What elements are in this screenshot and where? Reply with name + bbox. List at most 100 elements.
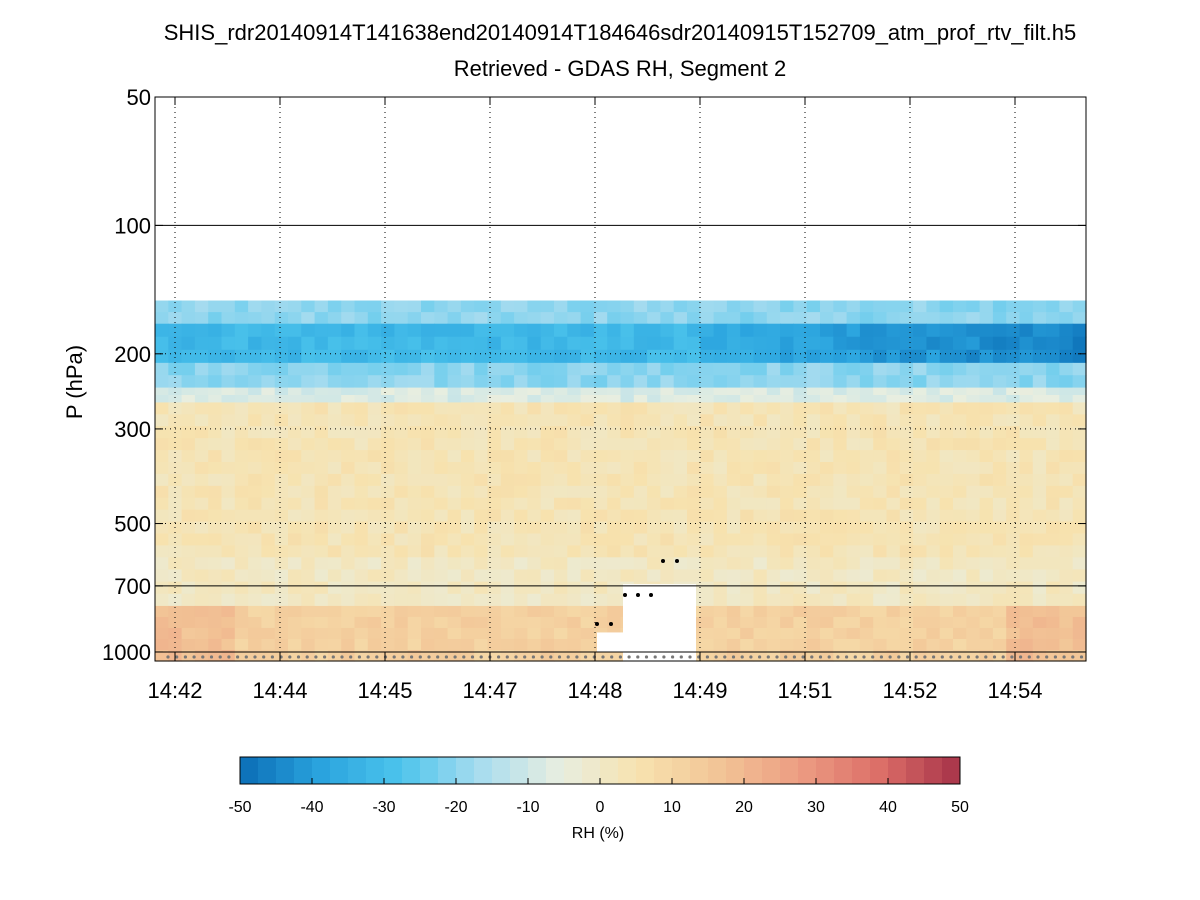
heatmap-cell: [447, 509, 462, 523]
heatmap-cell: [607, 557, 622, 571]
heatmap-cell: [155, 395, 169, 404]
heatmap-cell: [1019, 349, 1034, 364]
heatmap-cell: [633, 387, 648, 396]
heatmap-cell: [421, 533, 435, 547]
heatmap-cell: [208, 336, 223, 351]
surface-marker: [575, 655, 579, 659]
heatmap-cell: [1019, 450, 1034, 463]
heatmap-cell: [1059, 497, 1074, 511]
colorbar-tick-label: 30: [807, 799, 825, 816]
heatmap-cell: [234, 509, 249, 523]
heatmap-cell: [367, 638, 382, 651]
heatmap-cell: [979, 395, 994, 404]
heatmap-cell: [421, 557, 435, 571]
heatmap-cell: [234, 462, 249, 475]
heatmap-cell: [554, 349, 568, 364]
heatmap-cell: [394, 638, 409, 651]
heatmap-cell: [1032, 616, 1047, 629]
heatmap-cell: [913, 402, 927, 415]
heatmap-cell: [979, 497, 994, 511]
heatmap-cell: [766, 497, 781, 511]
y-tick-label: 500: [114, 512, 151, 537]
heatmap-cell: [194, 509, 209, 523]
heatmap-cell: [194, 450, 209, 463]
heatmap-cell: [793, 438, 808, 451]
heatmap-cell: [367, 497, 382, 511]
heatmap-cell: [168, 336, 183, 351]
heatmap-cell: [1032, 569, 1047, 583]
heatmap-cell: [926, 593, 941, 607]
heatmap-cell: [367, 426, 382, 439]
heatmap-cell: [194, 375, 209, 389]
heatmap-cell: [740, 312, 755, 325]
heatmap-cell: [221, 545, 236, 558]
heatmap-cell: [753, 509, 768, 523]
heatmap-cell: [886, 485, 901, 499]
heatmap-cell: [234, 521, 249, 535]
heatmap-cell: [780, 605, 794, 618]
heatmap-cell: [221, 336, 236, 351]
heatmap-cell: [1046, 627, 1060, 640]
heatmap-cell: [194, 533, 209, 547]
surface-marker: [244, 655, 248, 659]
heatmap-cell: [421, 414, 435, 427]
heatmap-cell: [354, 312, 369, 325]
heatmap-cell: [421, 402, 435, 415]
heatmap-cell: [939, 649, 954, 662]
surface-marker: [392, 655, 396, 659]
heatmap-cell: [899, 336, 914, 351]
heatmap-cell: [194, 362, 209, 376]
heatmap-cell: [833, 438, 848, 451]
heatmap-cell: [301, 450, 316, 463]
heatmap-cell: [1006, 395, 1021, 404]
heatmap-cell: [527, 387, 542, 396]
heatmap-cell: [288, 438, 302, 451]
heatmap-cell: [726, 375, 741, 389]
heatmap-cell: [793, 395, 808, 404]
heatmap-cell: [1006, 473, 1021, 487]
heatmap-cell: [780, 336, 794, 351]
heatmap-cell: [301, 497, 316, 511]
heatmap-cell: [1072, 462, 1087, 475]
heatmap-cell: [713, 533, 728, 547]
heatmap-cell: [354, 485, 369, 499]
heatmap-cell: [886, 638, 901, 651]
heatmap-cell: [181, 300, 196, 313]
heatmap-cell: [580, 336, 595, 351]
heatmap-cell: [421, 521, 435, 535]
heatmap-cell: [820, 485, 834, 499]
heatmap-cell: [607, 545, 622, 558]
heatmap-cell: [992, 533, 1007, 547]
heatmap-cell: [780, 509, 794, 523]
heatmap-cell: [700, 438, 715, 451]
heatmap-cell: [567, 605, 582, 618]
heatmap-cell: [447, 462, 462, 475]
heatmap-cell: [607, 362, 622, 376]
heatmap-cell: [567, 627, 582, 640]
heatmap-cell: [713, 323, 728, 338]
heatmap-cell: [1072, 387, 1087, 396]
heatmap-cell: [248, 485, 262, 499]
heatmap-cell: [979, 323, 994, 338]
heatmap-cell: [168, 581, 183, 595]
heatmap-cell: [407, 473, 422, 487]
heatmap-cell: [155, 473, 169, 487]
heatmap-cell: [873, 485, 888, 499]
heatmap-cell: [527, 336, 542, 351]
heatmap-cell: [953, 462, 967, 475]
heatmap-cell: [1059, 545, 1074, 558]
heatmap-cell: [820, 323, 834, 338]
heatmap-cell: [740, 638, 755, 651]
heatmap-cell: [274, 581, 289, 595]
heatmap-cell: [766, 533, 781, 547]
surface-marker: [470, 655, 475, 659]
heatmap-cell: [248, 300, 262, 313]
heatmap-cell: [540, 323, 555, 338]
heatmap-cell: [713, 426, 728, 439]
heatmap-cell: [288, 638, 302, 651]
heatmap-cell: [248, 509, 262, 523]
heatmap-cell: [460, 438, 475, 451]
heatmap-cell: [806, 414, 821, 427]
heatmap-cell: [155, 497, 169, 511]
heatmap-cell: [673, 312, 688, 325]
